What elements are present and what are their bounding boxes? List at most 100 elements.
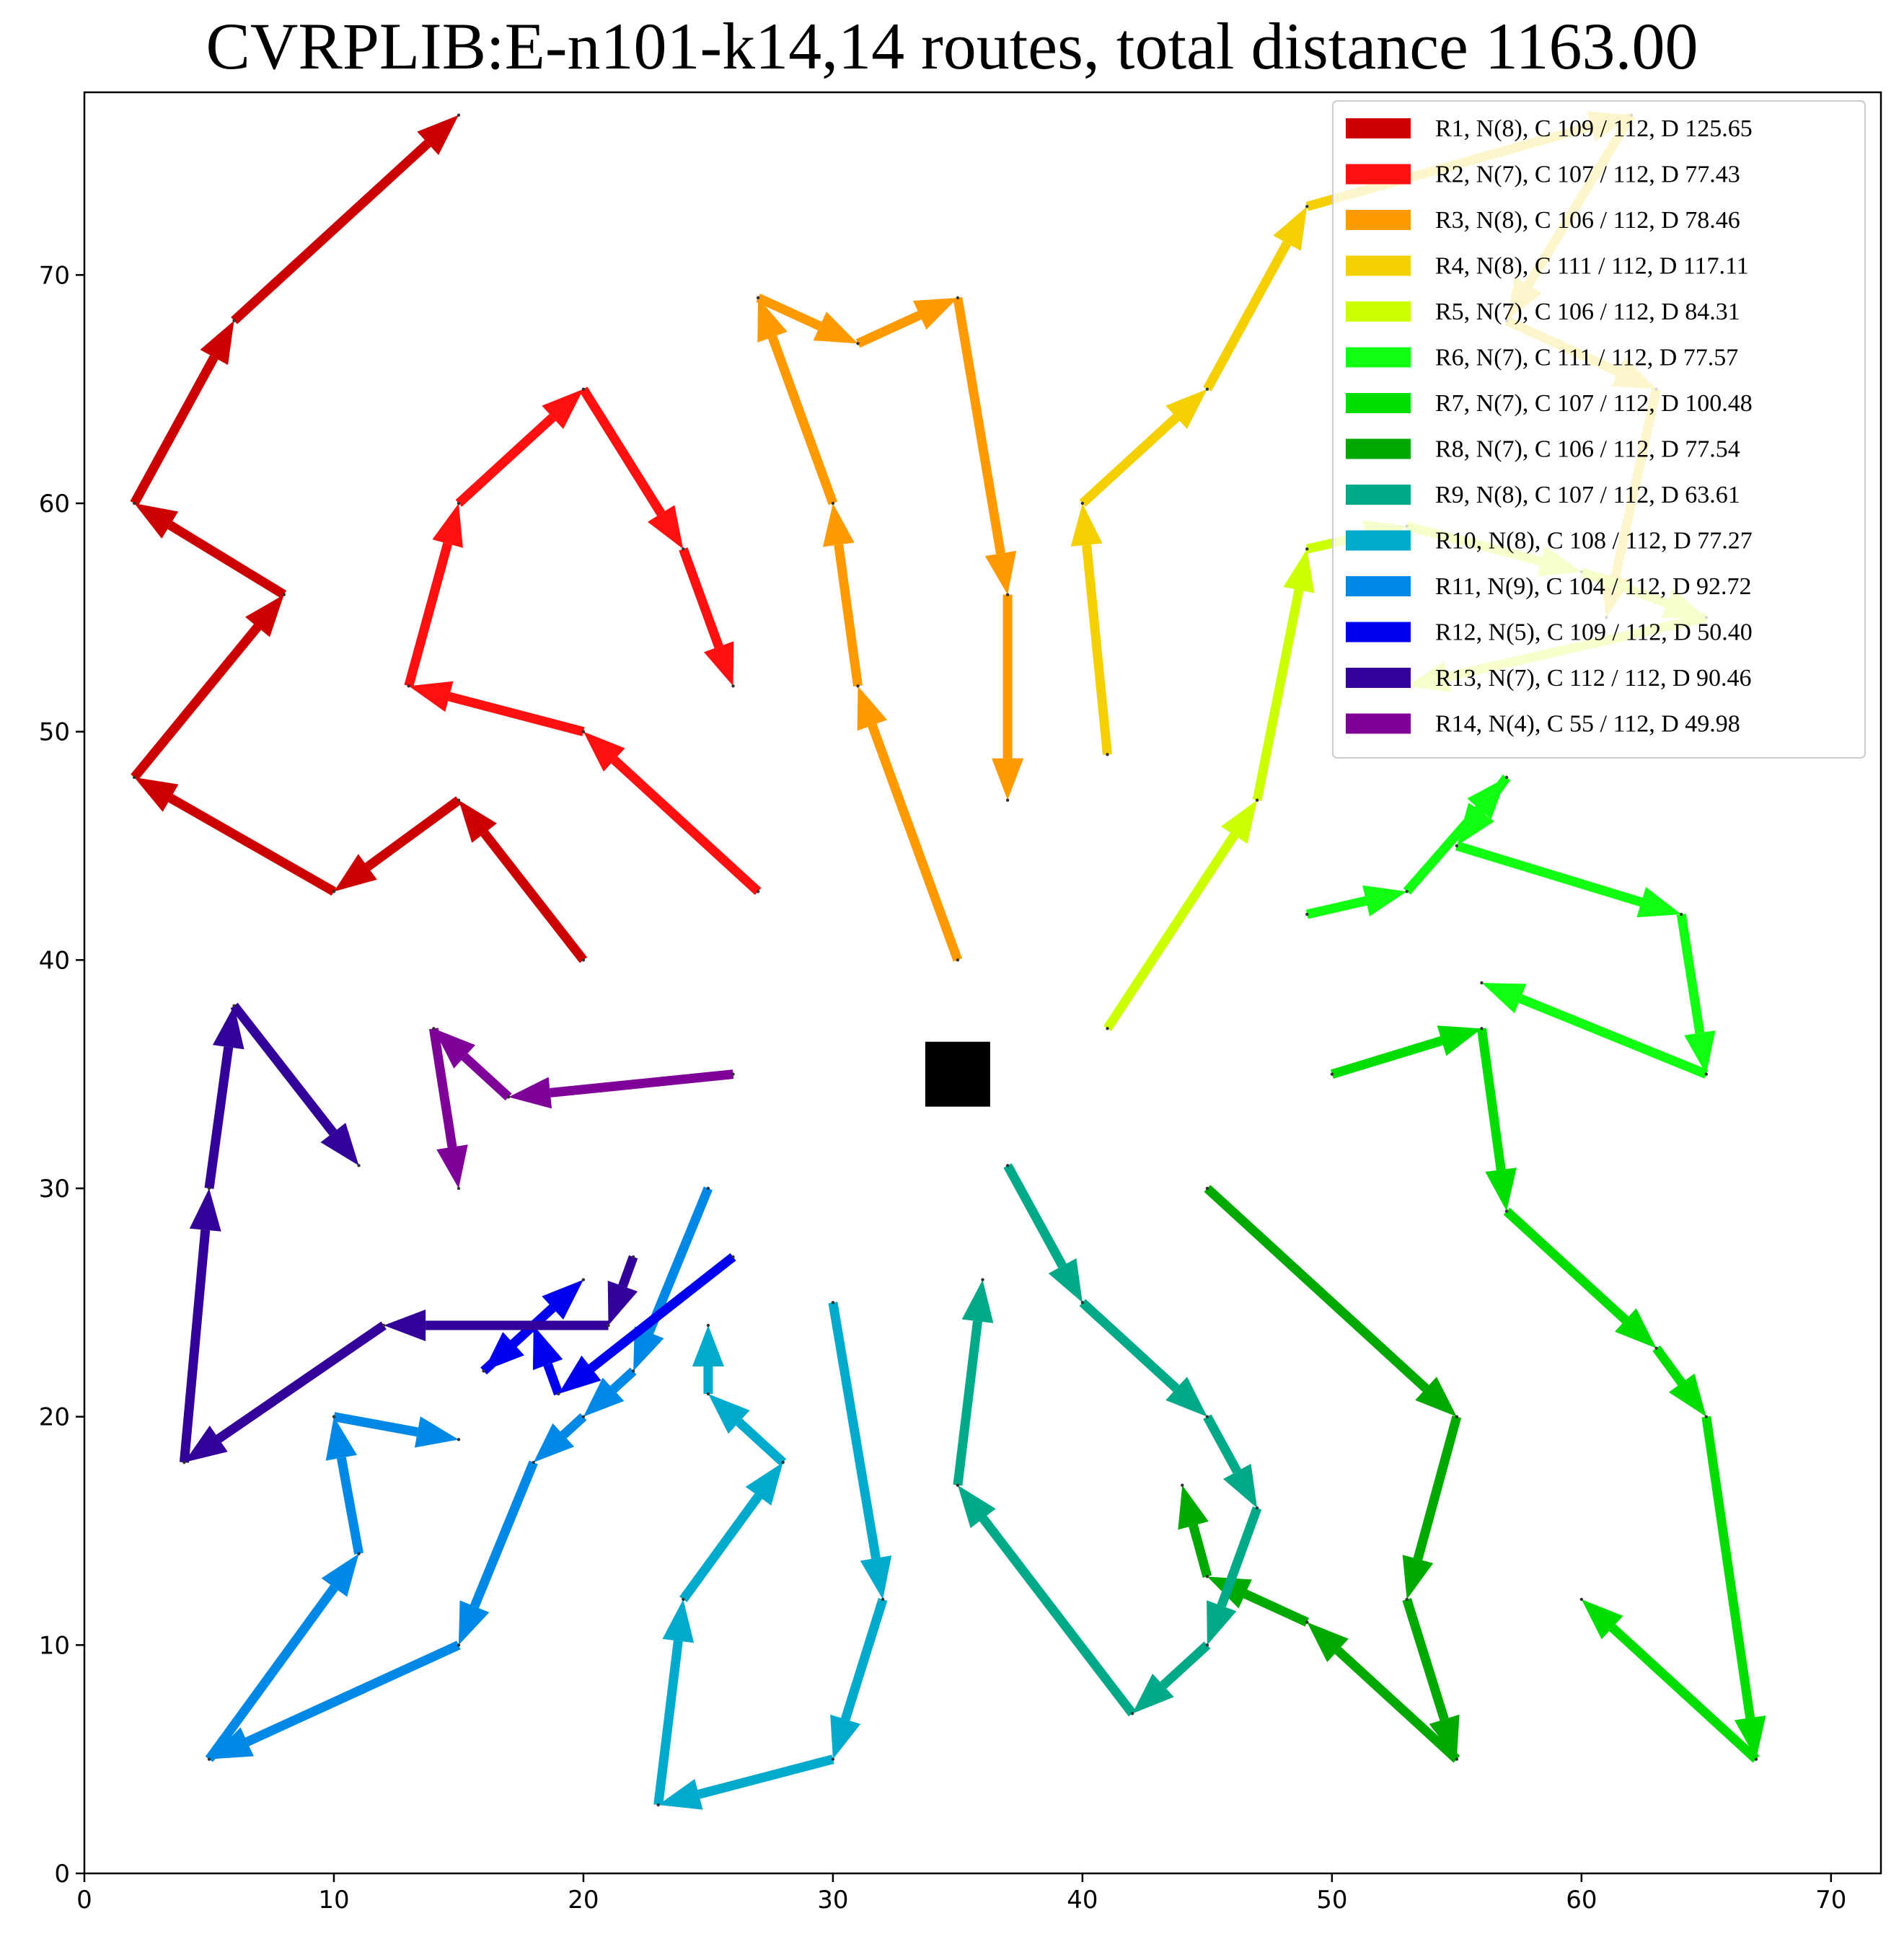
route-segment [204,1046,234,1189]
y-tick-label: 60 [39,490,70,518]
route-arrowhead [647,505,684,549]
route-arrowhead [708,1394,750,1434]
customer-point [781,1460,785,1465]
route-arrowhead [458,800,497,843]
route-arrowhead [757,298,788,343]
legend-entry: R2, N(7), C 107 / 112, D 77.43 [1435,162,1740,188]
route-arrowhead [245,594,284,637]
route-r10 [653,1301,892,1810]
route-arrowhead [1165,1377,1207,1417]
customer-point [506,1095,511,1099]
y-tick-label: 50 [39,718,70,747]
customer-point [1704,1072,1709,1076]
route-arrowhead [1614,1308,1657,1348]
customer-point [682,1597,685,1602]
legend-box [1332,100,1866,759]
route-r12 [480,1253,736,1396]
route-r7 [1330,1025,1766,1763]
customer-point [706,1323,710,1328]
customer-point [1255,1506,1259,1510]
customer-point [1305,547,1309,551]
route-segment [855,311,922,348]
route-segment [480,830,588,963]
route-arrowhead [1273,206,1308,251]
route-segment [1079,1299,1180,1392]
route-arrowhead [1362,885,1407,917]
route-segment [168,794,337,896]
route-segment [953,296,1005,555]
route-segment [697,1754,834,1799]
route-arrowhead [508,1077,552,1109]
route-segment [1203,1414,1241,1474]
route-arrowhead [633,1326,664,1372]
route-arrowhead [532,1325,563,1371]
route-segment [588,1253,736,1372]
legend-entry: R12, N(5), C 109 / 112, D 50.40 [1435,619,1753,646]
route-segment [179,1229,211,1463]
route-arrowhead [1581,1599,1623,1640]
route-segment [679,1493,762,1602]
customer-point [1106,1027,1109,1030]
customer-point [1680,912,1683,917]
route-segment [1330,1036,1443,1079]
customer-point [682,547,685,551]
route-segment [550,1069,734,1098]
customer-point [981,1278,984,1281]
customer-point [706,1392,710,1396]
legend-swatch [1346,118,1411,138]
route-segment [1477,1028,1506,1171]
customer-point [1205,1186,1209,1191]
x-tick-label: 30 [817,1886,848,1915]
route-arrowhead [913,298,958,330]
customer-point [856,684,860,688]
route-segment [1160,1641,1211,1689]
route-arrowhead [583,1377,625,1417]
customer-point [1704,1415,1709,1418]
route-r11 [205,1186,713,1762]
legend-entry: R9, N(8), C 107 / 112, D 63.61 [1435,482,1740,508]
customer-point [457,113,461,117]
customer-point [1504,775,1509,780]
customer-point [731,684,735,688]
legend-swatch [1346,622,1411,642]
route-segment [979,1515,1137,1717]
route-segment [1334,1647,1460,1763]
route-segment [1477,774,1511,815]
route-arrowhead [542,389,583,430]
customer-point [831,1301,835,1304]
x-tick-label: 10 [318,1886,349,1915]
customer-point [1205,387,1209,391]
customer-point [207,1186,211,1191]
route-arrowhead [1481,983,1527,1014]
route-arrowhead [414,1416,459,1448]
route-segment [205,1584,338,1762]
route-segment [834,544,863,687]
route-segment [131,624,262,781]
route-segment [364,796,462,871]
customer-point [1255,798,1259,802]
customer-point [207,1757,211,1761]
customer-point [731,1255,735,1259]
customer-point [607,1323,610,1328]
customer-point [756,296,760,300]
route-segment [1079,414,1180,507]
route-r3 [756,293,1024,962]
route-arrowhead [1485,1167,1517,1211]
y-tick-label: 10 [39,1631,70,1660]
legend-entry: R4, N(8), C 111 / 112, D 117.11 [1435,253,1749,280]
customer-point [532,1460,535,1465]
route-segment [1189,1524,1212,1578]
route-arrowhead [1668,1373,1706,1417]
customer-point [1205,1643,1209,1647]
route-arrowhead [321,1553,359,1597]
route-r14 [428,1027,735,1191]
route-segment [1082,544,1112,755]
route-segment [840,1598,888,1721]
customer-point [407,684,410,688]
route-arrowhead [1429,1714,1460,1759]
route-segment [611,756,762,896]
route-arrowhead [1220,800,1258,844]
route-segment [543,1363,563,1396]
y-tick-label: 20 [39,1403,70,1432]
